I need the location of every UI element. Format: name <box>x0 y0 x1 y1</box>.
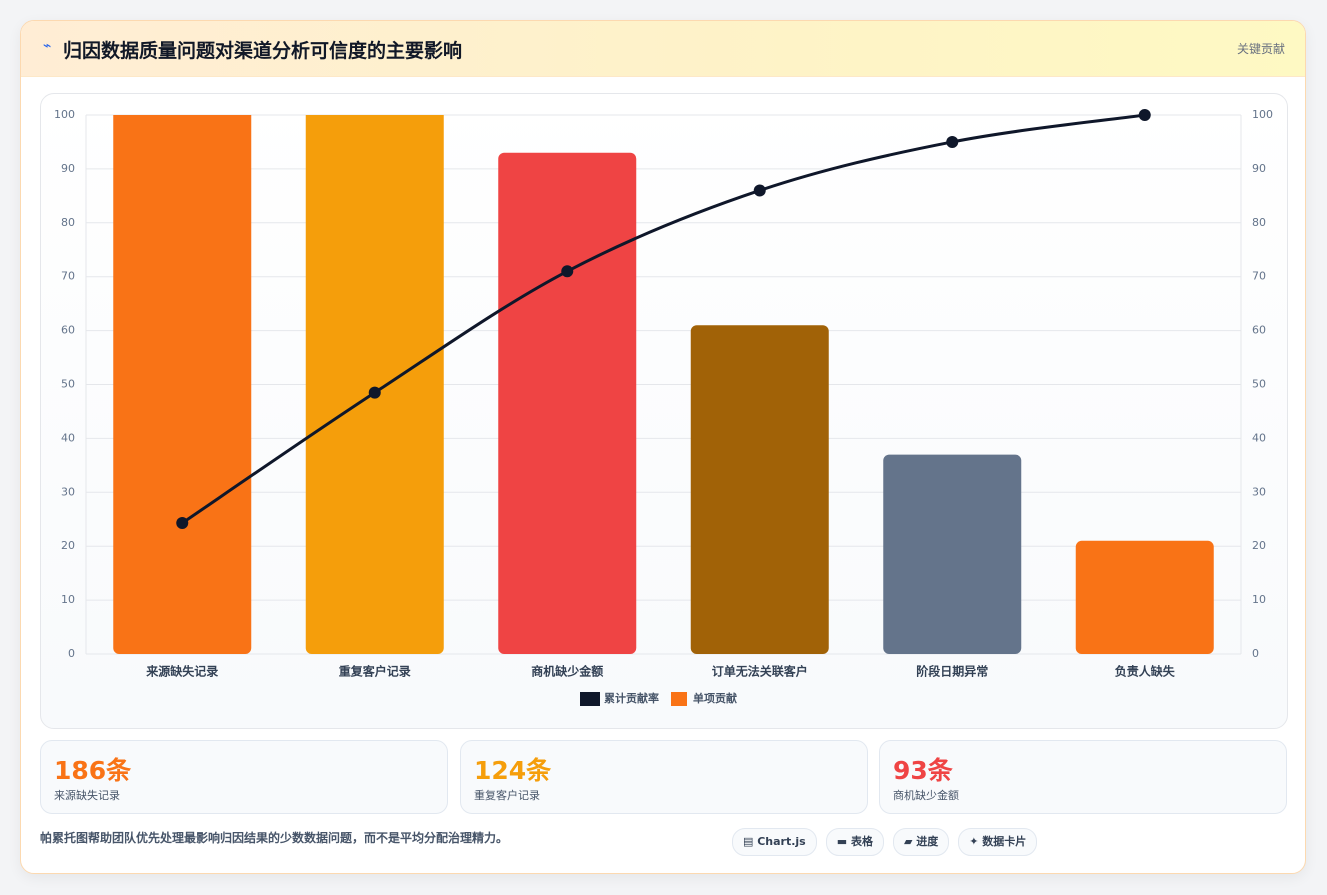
kpi-label: 来源缺失记录 <box>54 789 120 802</box>
bar <box>498 152 637 654</box>
y2-tick-label: 0 <box>1252 647 1259 660</box>
x-tick-label: 重复客户记录 <box>339 664 411 679</box>
kpi: 93条商机缺少金额 <box>879 740 1287 814</box>
x-tick-label: 阶段日期异常 <box>916 664 988 679</box>
card: ⌁ 归因数据质量问题对渠道分析可信度的主要影响 关键贡献 186条 来源缺失记录 … <box>20 20 1306 874</box>
point <box>561 265 574 278</box>
y2-tick-label: 60 <box>1252 324 1266 337</box>
chip[interactable]: ▬ 表格 <box>825 828 884 856</box>
footer-note: 帕累托图帮助团队优先处理最影响归因结果的少数数据问题，而不是平均分配治理精力。 <box>40 831 509 845</box>
y2-tick-label: 100 <box>1252 108 1273 121</box>
y2-tick-label: 80 <box>1252 216 1266 229</box>
point <box>753 184 766 197</box>
legend-label: 累计贡献率 <box>604 691 659 705</box>
y-tick-label: 50 <box>61 378 75 391</box>
kpi: 124条重复客户记录 <box>460 740 868 814</box>
y2-tick-label: 30 <box>1252 485 1266 498</box>
y-tick-label: 20 <box>61 539 75 552</box>
line <box>181 113 1145 525</box>
x-tick-label: 商机缺少金额 <box>531 664 603 679</box>
kpi-value: 124条 <box>474 756 552 785</box>
point <box>1138 109 1151 121</box>
y2-tick-label: 10 <box>1252 593 1266 606</box>
bar <box>1075 540 1214 654</box>
kpi: 186条来源缺失记录 <box>40 740 448 814</box>
y2-tick-label: 40 <box>1252 431 1266 444</box>
y-tick-label: 90 <box>61 162 75 175</box>
bar <box>305 115 444 654</box>
kpi-label: 重复客户记录 <box>474 789 540 802</box>
point <box>368 386 381 399</box>
tag: 关键贡献 <box>1236 42 1285 56</box>
y-tick-label: 0 <box>68 647 75 660</box>
y2-tick-label: 70 <box>1252 270 1266 283</box>
x-tick-label: 负责人缺失 <box>1115 664 1176 679</box>
bar <box>883 454 1022 654</box>
chip[interactable]: ▤ Chart.js <box>732 828 817 856</box>
y-tick-label: 30 <box>61 485 75 498</box>
title: 归因数据质量问题对渠道分析可信度的主要影响 <box>63 40 463 62</box>
kpi-value: 93条 <box>893 756 953 785</box>
legend-label: 单项贡献 <box>693 691 737 705</box>
y-tick-label: 70 <box>61 270 75 283</box>
y-tick-label: 10 <box>61 593 75 606</box>
plot <box>113 115 1214 654</box>
y2-tick-label: 90 <box>1252 162 1266 175</box>
y2-tick-label: 20 <box>1252 539 1266 552</box>
point <box>946 135 959 148</box>
y-tick-label: 40 <box>61 431 75 444</box>
chips: ▤ Chart.js ▬ 表格 ▰ 进度 ✦ 数据卡片 <box>732 828 1038 856</box>
point <box>176 517 189 530</box>
legend-swatch <box>580 692 600 706</box>
kpi-value: 186条 <box>54 756 132 785</box>
y2-tick-label: 50 <box>1252 378 1266 391</box>
legend-swatch <box>671 692 687 706</box>
bar <box>690 325 829 654</box>
chip[interactable]: ▰ 进度 <box>892 828 950 856</box>
icon: ⌁ <box>43 38 52 54</box>
x-tick-label: 订单无法关联客户 <box>712 664 808 679</box>
x-tick-label: 来源缺失记录 <box>145 664 218 679</box>
y-tick-label: 100 <box>54 108 75 121</box>
header: ⌁ 归因数据质量问题对渠道分析可信度的主要影响 关键贡献 <box>21 21 1305 77</box>
y-tick-label: 60 <box>61 324 75 337</box>
chip[interactable]: ✦ 数据卡片 <box>958 828 1038 856</box>
bar <box>113 115 252 654</box>
y-tick-label: 80 <box>61 216 75 229</box>
kpi-label: 商机缺少金额 <box>893 789 959 802</box>
